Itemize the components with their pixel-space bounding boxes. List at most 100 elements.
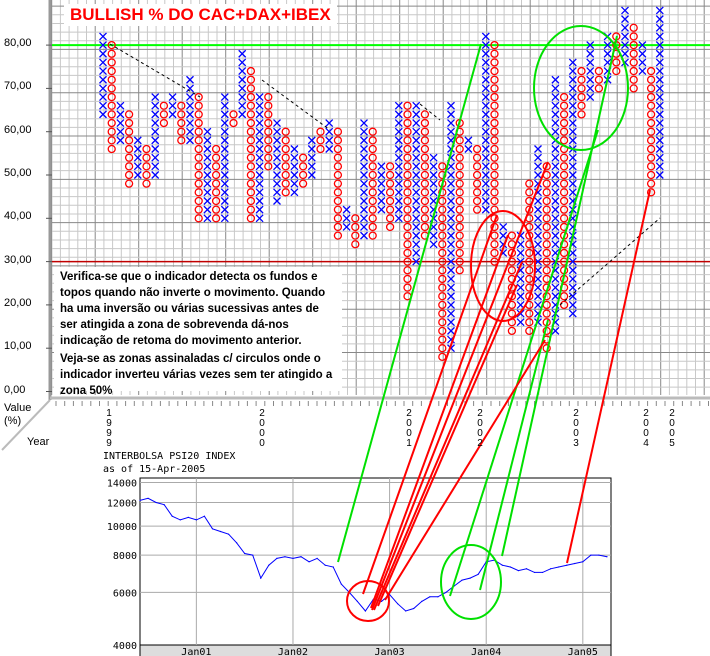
psi20-chart: 14000 12000 10000 8000 6000 4000 Jan01 Jan02 Jan… <box>107 477 612 656</box>
x-box <box>412 205 421 214</box>
o-box <box>142 153 151 162</box>
o-box <box>455 257 464 266</box>
o-box <box>646 118 656 128</box>
o-box <box>333 196 343 206</box>
x-box <box>220 162 229 171</box>
x-box <box>377 197 386 205</box>
x-box <box>394 119 403 127</box>
x-box <box>220 171 229 179</box>
x-box <box>551 145 560 153</box>
x-box <box>290 145 299 153</box>
o-box <box>368 179 377 188</box>
x-box <box>99 41 107 50</box>
x-box <box>151 145 160 153</box>
x-box <box>551 153 560 162</box>
psi-x-axis-band <box>139 644 612 656</box>
x-box <box>394 153 403 162</box>
o-box <box>438 257 447 266</box>
x-box <box>481 67 490 76</box>
x-box <box>447 179 455 188</box>
x-box <box>133 145 142 153</box>
o-box <box>629 66 638 76</box>
green-link <box>479 319 549 591</box>
o-box <box>316 127 325 136</box>
psi20-point <box>308 561 310 563</box>
o-box <box>559 196 569 206</box>
psi20-point <box>139 499 141 501</box>
x-box <box>412 231 421 240</box>
o-box <box>420 205 430 214</box>
o-box <box>559 153 569 162</box>
o-box <box>420 162 430 171</box>
o-box <box>211 153 221 162</box>
o-box <box>646 188 656 197</box>
o-box <box>438 318 447 327</box>
x-box <box>394 188 403 197</box>
x-box <box>621 49 629 58</box>
o-box <box>542 196 551 206</box>
x-box <box>255 145 264 153</box>
o-box <box>629 84 638 93</box>
x-box <box>447 119 455 127</box>
x-box <box>203 162 212 171</box>
x-box <box>133 171 142 179</box>
x-box <box>412 162 421 171</box>
x-box <box>99 93 107 102</box>
x-box <box>499 231 508 240</box>
o-box <box>455 170 464 180</box>
o-box <box>264 136 273 145</box>
o-box <box>455 162 464 171</box>
x-box <box>534 153 542 162</box>
o-box <box>333 136 343 145</box>
x-box <box>568 188 577 197</box>
psi20-point <box>445 591 447 594</box>
o-box <box>438 274 447 284</box>
psi20-point <box>155 501 157 504</box>
o-box <box>525 257 534 266</box>
x-box <box>568 93 577 102</box>
psi20-point <box>163 504 165 506</box>
o-box <box>646 153 656 162</box>
o-box <box>246 92 256 102</box>
o-box <box>246 179 256 188</box>
x-box <box>551 283 560 292</box>
psi20-point <box>292 557 294 560</box>
o-box <box>455 144 464 154</box>
x-box <box>203 214 212 223</box>
o-box <box>403 101 412 110</box>
o-box <box>455 153 464 162</box>
y-tick-label: 70,00 <box>4 80 32 93</box>
o-box <box>281 127 290 136</box>
x-box <box>568 75 577 84</box>
trend-lines <box>109 43 661 306</box>
x-box <box>481 127 490 136</box>
x-box <box>412 101 421 110</box>
o-box <box>525 179 534 188</box>
x-box <box>638 67 647 76</box>
o-box <box>507 266 517 275</box>
x-box <box>481 101 490 110</box>
x-box <box>655 171 664 179</box>
o-box <box>316 144 325 154</box>
x-box <box>220 127 229 136</box>
o-box <box>542 231 551 240</box>
x-box <box>220 197 229 205</box>
x-box <box>568 101 577 110</box>
x-box <box>290 162 299 171</box>
x-box <box>447 231 455 240</box>
x-box <box>447 188 455 197</box>
o-box <box>542 248 551 258</box>
x-box <box>603 49 612 58</box>
x-box <box>99 32 107 41</box>
x-box <box>220 153 229 162</box>
x-box <box>151 136 160 145</box>
o-box <box>403 153 412 162</box>
x-box <box>394 179 403 188</box>
o-box <box>455 188 464 197</box>
x-box <box>203 145 212 153</box>
x-box <box>586 84 595 93</box>
o-box <box>403 179 412 188</box>
o-box <box>438 231 447 240</box>
o-box <box>646 66 656 76</box>
o-box <box>646 84 656 93</box>
